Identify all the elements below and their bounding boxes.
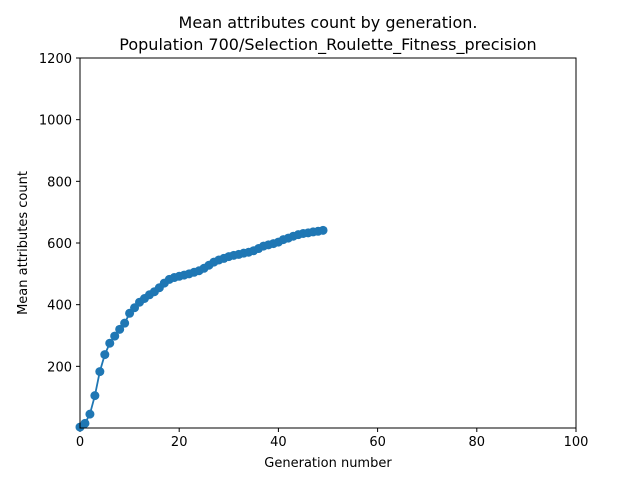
chart-title-line-2: Population 700/Selection_Roulette_Fitnes… [119, 35, 536, 55]
x-tick-label: 100 [564, 435, 589, 450]
x-tick-label: 80 [469, 435, 486, 450]
data-point [95, 367, 105, 377]
y-tick-label: 800 [47, 175, 72, 190]
x-tick-label: 20 [171, 435, 188, 450]
data-point [120, 318, 130, 328]
x-tick-label: 0 [76, 435, 84, 450]
x-axis-ticks: 0 20 40 60 80 100 [76, 428, 589, 450]
x-axis-label: Generation number [264, 456, 392, 471]
data-point [105, 338, 115, 348]
x-tick-label: 60 [369, 435, 386, 450]
data-point [80, 418, 90, 428]
y-axis-ticks: 200 400 600 800 1000 1200 [39, 52, 80, 375]
data-point [100, 350, 110, 360]
data-point [90, 391, 100, 401]
y-tick-label: 1200 [39, 52, 72, 67]
y-tick-label: 400 [47, 299, 72, 314]
y-axis-label: Mean attributes count [16, 171, 31, 315]
y-tick-label: 600 [47, 237, 72, 252]
plot-area-frame [79, 57, 577, 429]
data-point [318, 225, 328, 235]
x-tick-label: 40 [270, 435, 287, 450]
y-tick-label: 1000 [39, 114, 72, 129]
chart-title-line-1: Mean attributes count by generation. [179, 13, 478, 32]
series-layer [75, 225, 328, 432]
data-point [85, 409, 95, 419]
data-point [110, 331, 120, 341]
data-point [115, 324, 125, 334]
y-tick-label: 200 [47, 360, 72, 375]
